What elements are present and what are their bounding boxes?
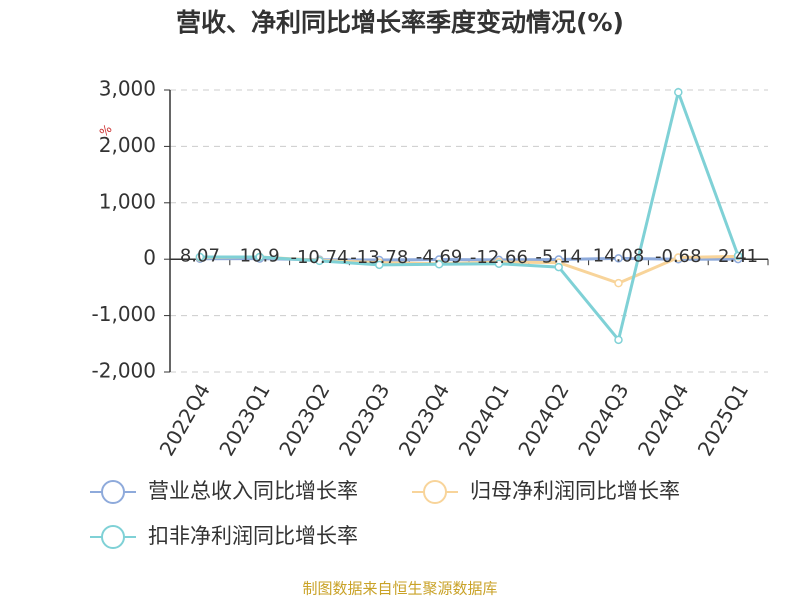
data-point (554, 262, 563, 272)
data-label: -10.74 (290, 247, 348, 268)
data-label: 2.41 (718, 246, 758, 267)
data-point (494, 259, 504, 268)
data-point (674, 88, 683, 97)
data-point (614, 278, 623, 288)
data-label: 14.08 (593, 245, 645, 266)
y-tick-label: 2,000 (99, 133, 156, 157)
source-note: 制图数据来自恒生聚源数据库 (302, 580, 497, 598)
data-label: 10.9 (240, 246, 280, 267)
legend-marker (101, 480, 125, 504)
data-label: 8.07 (180, 246, 220, 267)
data-point (434, 260, 444, 269)
x-tick-label: 2022Q4 (155, 379, 215, 460)
data-point (733, 251, 743, 261)
data-point (614, 335, 623, 345)
x-tick-label: 2025Q1 (693, 379, 753, 460)
x-tick-label: 2023Q3 (334, 379, 394, 460)
data-label: -12.66 (470, 247, 528, 268)
legend-marker (423, 480, 447, 504)
y-tick-label: 1,000 (99, 189, 156, 213)
y-tick-label: -1,000 (92, 302, 156, 326)
data-point (315, 256, 324, 266)
x-tick-label: 2024Q4 (633, 379, 693, 460)
data-label: -5.14 (535, 246, 582, 267)
y-tick-label: 3,000 (99, 77, 156, 101)
x-tick-label: 2023Q2 (274, 379, 334, 460)
legend-label: 扣非净利润同比增长率 (148, 524, 358, 548)
legend-label: 营业总收入同比增长率 (148, 479, 358, 503)
data-point (375, 260, 384, 270)
x-tick-label: 2024Q2 (513, 379, 573, 460)
legend-marker (101, 525, 125, 549)
y-tick-label: 0 (143, 246, 156, 270)
legend-label: 归母净利润同比增长率 (470, 479, 680, 503)
data-point (255, 252, 264, 262)
data-point (674, 253, 683, 262)
x-tick-label: 2024Q3 (573, 379, 633, 460)
data-label: -0.68 (655, 246, 702, 267)
data-point (614, 254, 623, 263)
data-label: -13.78 (350, 247, 408, 268)
chart-title: 营收、净利同比增长率季度变动情况(%) (176, 8, 624, 37)
data-label: -4.69 (416, 246, 463, 267)
x-tick-label: 2023Q1 (214, 379, 274, 460)
y-tick-label: -2,000 (92, 359, 156, 383)
data-point (195, 252, 205, 262)
x-tick-label: 2024Q1 (454, 379, 514, 460)
series-line (199, 87, 740, 344)
x-tick-label: 2023Q4 (394, 379, 454, 460)
